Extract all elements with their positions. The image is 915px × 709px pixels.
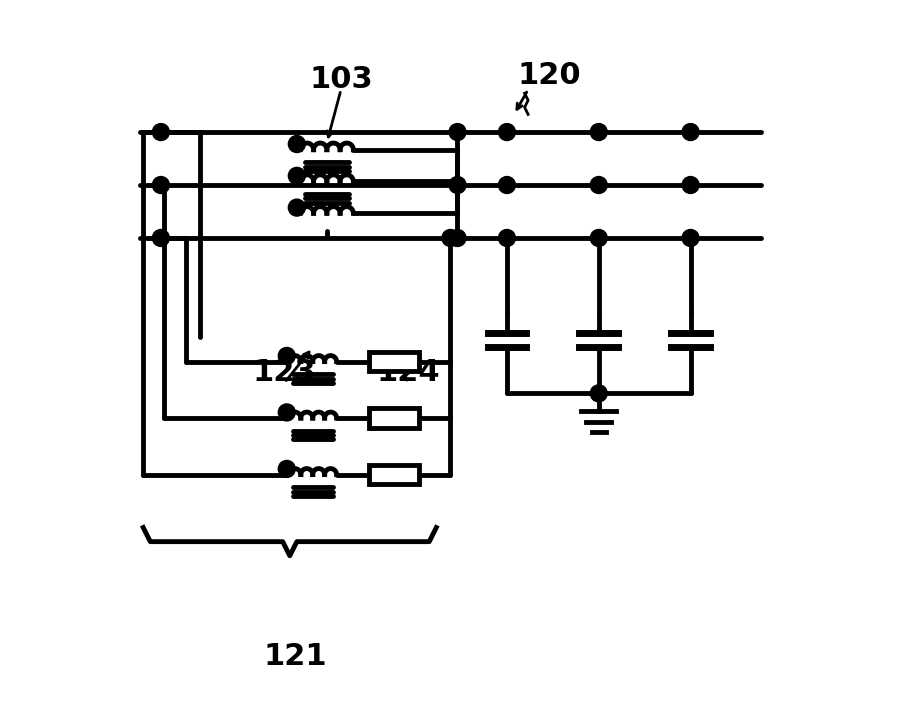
Circle shape bbox=[682, 123, 699, 140]
Bar bbox=[370, 408, 419, 428]
Text: 120: 120 bbox=[518, 61, 581, 90]
Circle shape bbox=[278, 404, 296, 421]
Circle shape bbox=[449, 230, 466, 247]
Circle shape bbox=[590, 123, 608, 140]
Bar bbox=[370, 464, 419, 484]
Circle shape bbox=[449, 123, 466, 140]
Circle shape bbox=[288, 199, 306, 216]
Circle shape bbox=[499, 123, 515, 140]
Circle shape bbox=[153, 230, 169, 247]
Bar bbox=[370, 352, 419, 372]
Circle shape bbox=[499, 177, 515, 194]
Circle shape bbox=[682, 230, 699, 247]
Circle shape bbox=[499, 230, 515, 247]
Circle shape bbox=[590, 230, 608, 247]
Circle shape bbox=[590, 385, 608, 402]
Text: 103: 103 bbox=[309, 65, 372, 94]
Text: 124: 124 bbox=[376, 357, 440, 386]
Circle shape bbox=[288, 167, 306, 184]
Circle shape bbox=[682, 177, 699, 194]
Circle shape bbox=[153, 123, 169, 140]
Circle shape bbox=[449, 177, 466, 194]
Circle shape bbox=[278, 460, 296, 477]
Text: 121: 121 bbox=[264, 642, 327, 671]
Circle shape bbox=[590, 177, 608, 194]
Circle shape bbox=[288, 135, 306, 152]
Text: 123: 123 bbox=[253, 357, 317, 386]
Circle shape bbox=[442, 230, 459, 247]
Circle shape bbox=[153, 177, 169, 194]
Circle shape bbox=[278, 347, 296, 364]
